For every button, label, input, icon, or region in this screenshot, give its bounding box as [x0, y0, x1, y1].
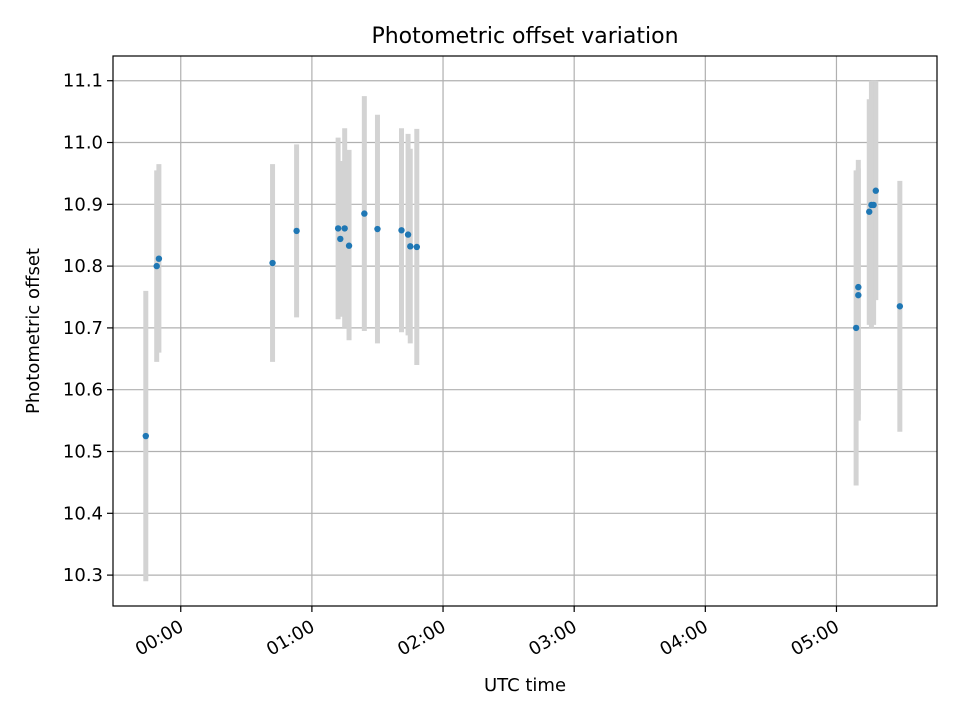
y-tick-label: 10.9 [63, 194, 103, 215]
grid-lines [113, 56, 937, 606]
data-point [293, 227, 300, 235]
data-point [855, 283, 862, 291]
y-tick-label: 10.6 [63, 380, 103, 401]
y-axis-ticks: 10.3 10.4 10.5 10.6 10.7 10.8 10.9 11.0 11.1 [63, 71, 113, 586]
data-point [407, 243, 414, 250]
y-tick-label: 10.5 [63, 442, 103, 463]
data-point [153, 262, 160, 270]
data-point [404, 231, 412, 238]
data-point [852, 324, 860, 332]
data-point [413, 243, 421, 251]
y-tick-label: 10.3 [63, 565, 103, 586]
data-point [870, 201, 877, 209]
data-point [398, 227, 405, 234]
data-point [142, 432, 149, 440]
data-point [855, 291, 862, 299]
data-point [374, 225, 381, 233]
y-tick-label: 10.4 [63, 503, 103, 524]
chart-title: Photometric offset variation [371, 24, 678, 49]
data-point [361, 210, 368, 217]
data-point [269, 259, 276, 267]
data-point [155, 255, 163, 262]
data-point [341, 225, 348, 232]
y-tick-label: 11.1 [63, 71, 103, 92]
data-point [872, 187, 880, 194]
y-tick-label: 11.0 [63, 133, 103, 154]
data-point [896, 303, 904, 310]
y-tick-label: 10.8 [63, 256, 103, 277]
data-point [334, 225, 342, 232]
data-points [142, 187, 904, 440]
x-axis-label: UTC time [484, 675, 566, 696]
plot-area-frame [112, 55, 938, 607]
data-point [866, 208, 873, 215]
y-tick-label: 10.7 [63, 318, 103, 339]
data-point [345, 242, 353, 249]
data-point [337, 235, 344, 243]
y-axis-label: Photometric offset [23, 248, 44, 414]
